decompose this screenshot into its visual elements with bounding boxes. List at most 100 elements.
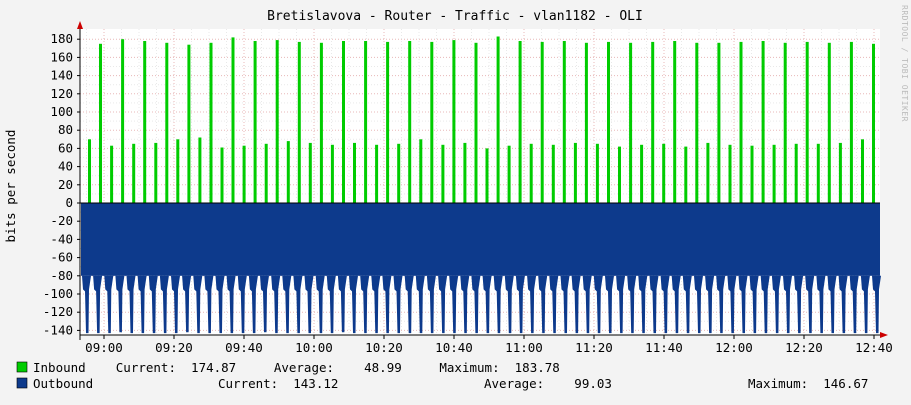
x-tick-label: 12:20 [785,340,823,355]
outbound-dip [560,275,570,334]
outbound-dip [104,275,114,334]
inbound-spike [629,42,633,203]
x-axis-arrow [880,332,888,338]
x-tick-label: 11:20 [575,340,613,355]
y-tick-label: -140 [43,322,73,337]
outbound-dip [382,275,392,334]
inbound-spike [297,41,301,204]
inbound-spike [750,145,754,203]
inbound-spike [573,142,577,203]
inbound-spike [717,42,721,203]
outbound-dip [616,275,626,334]
x-tick-label: 09:20 [155,340,193,355]
y-axis-label: bits per second [3,130,18,243]
inbound-spike [728,144,732,203]
outbound-dip [204,275,214,334]
outbound-dip [171,275,180,334]
y-tick-label: -100 [43,286,73,301]
inbound-spike [176,139,180,203]
outbound-dip [415,275,425,334]
outbound-dip [148,275,158,334]
inbound-spike [518,41,522,203]
inbound-spike [695,42,699,203]
inbound-spike [706,142,710,203]
outbound-dip [660,275,670,334]
outbound-dip [271,275,281,334]
y-tick-label: -120 [43,304,73,319]
outbound-dip [593,275,603,334]
legend-inbound-line: Inbound Current: 174.87 Average: 48.99 M… [33,360,560,375]
inbound-spike [319,42,323,203]
outbound-dip [126,275,136,334]
outbound-dip [682,275,692,334]
inbound-spike [651,41,655,204]
outbound-dip [727,275,737,334]
y-tick-label: 120 [50,86,73,101]
inbound-spike [816,143,820,203]
x-tick-label: 10:00 [295,340,333,355]
inbound-spike [242,145,246,203]
inbound-spike [397,143,401,203]
inbound-spike [529,143,533,203]
x-tick-label: 11:40 [645,340,683,355]
inbound-spike [253,41,257,203]
legend-outbound-name: Outbound [33,376,93,391]
outbound-dip [82,275,91,334]
inbound-spike [308,142,312,203]
outbound-dip [349,275,358,334]
outbound-dip [527,275,537,334]
inbound-spike [88,139,91,203]
y-tick-label: 40 [58,159,73,174]
outbound-dip [849,275,859,334]
x-tick-label: 12:40 [855,340,893,355]
y-tick-label: -60 [50,250,73,265]
outbound-dip [738,275,748,334]
rrdtool-credit: RRDTOOL / TOBI OETIKER [900,5,909,122]
inbound-spike [827,42,831,203]
legend-outbound-maximum: Maximum: 146.67 [748,376,868,391]
x-axis-ticks: 09:00 09:20 09:40 10:00 10:20 10:40 11:00 11:20… [85,335,893,355]
inbound-spike [452,40,456,203]
outbound-dip [182,275,192,333]
outbound-dip [872,275,881,334]
inbound-spike [121,39,125,204]
outbound-area [81,203,881,334]
inbound-spike [640,144,644,203]
outbound-dip [248,275,258,334]
outbound-dip [260,275,269,333]
outbound-dip [460,275,470,334]
inbound-spike [132,143,136,203]
inbound-spike [143,41,147,203]
inbound-spike [198,137,202,203]
inbound-spike [275,40,279,203]
chart-title: Bretislavova - Router - Traffic - vlan11… [267,9,643,24]
inbound-spike [507,145,511,203]
outbound-dip [360,275,370,334]
outbound-dip [493,275,503,334]
inbound-spike [286,141,290,203]
outbound-dip [404,275,414,334]
outbound-dip [193,275,203,334]
outbound-dip [504,275,514,334]
outbound-dip [838,275,848,334]
inbound-spike [861,139,864,203]
outbound-dip [605,275,614,334]
x-tick-label: 09:00 [85,340,123,355]
inbound-spike [364,41,368,203]
y-tick-label: 20 [58,177,73,192]
inbound-spike [441,144,445,203]
outbound-dip [627,275,637,334]
legend-outbound-swatch [16,377,28,389]
x-tick-label: 11:00 [505,340,543,355]
y-tick-label: 180 [50,31,73,46]
outbound-dip [749,275,759,334]
outbound-dip [549,275,559,334]
inbound-spike [353,142,356,203]
inbound-spike [783,42,787,203]
y-tick-label: 100 [50,104,73,119]
outbound-dip [293,275,303,334]
outbound-dip [760,275,770,334]
x-tick-label: 10:20 [365,340,403,355]
inbound-spike [430,41,434,204]
outbound-dip [315,275,325,334]
